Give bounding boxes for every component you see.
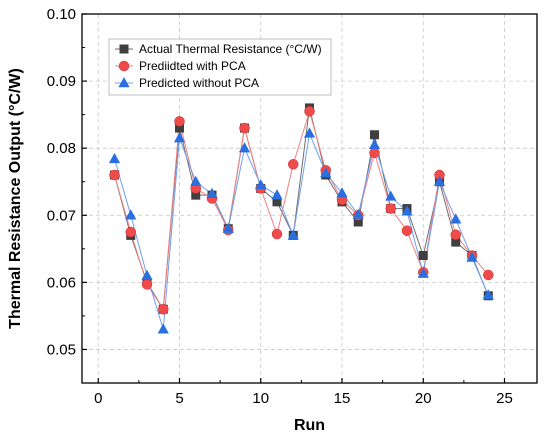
- y-tick-label: 0.08: [47, 140, 76, 157]
- x-tick-label: 0: [94, 390, 102, 407]
- data-point-square: [175, 123, 184, 133]
- data-point-square: [451, 237, 461, 247]
- data-point-triangle: [238, 142, 251, 153]
- data-point-triangle: [108, 152, 121, 164]
- legend-box: [108, 38, 332, 96]
- x-axis-title: Run: [294, 417, 325, 434]
- legend-symbol: [118, 77, 130, 88]
- plot-frame: [81, 13, 538, 384]
- x-tick-label: 10: [252, 390, 269, 407]
- data-point-triangle: [417, 267, 429, 278]
- data-point-circle: [385, 203, 396, 214]
- data-point-triangle: [173, 132, 186, 143]
- x-axis-ticks: 0 5 10 15 20 25: [94, 378, 513, 407]
- data-point-circle: [158, 303, 169, 315]
- legend-symbol: [119, 44, 129, 54]
- data-point-circle: [369, 147, 380, 159]
- data-point-triangle: [401, 205, 413, 216]
- data-point-circle: [125, 226, 136, 238]
- data-point-circle: [401, 225, 413, 236]
- data-point-triangle: [303, 127, 316, 138]
- legend-label-pca: Prediidted with PCA: [139, 59, 246, 73]
- data-point-circle: [109, 169, 120, 181]
- data-point-triangle: [385, 190, 397, 201]
- data-point-square: [418, 251, 428, 261]
- legend: Actual Thermal Resistance (°C/W) Prediid…: [108, 38, 332, 96]
- data-point-triangle: [255, 179, 267, 190]
- legend-symbol: [118, 60, 130, 72]
- data-point-circle: [174, 116, 185, 127]
- data-point-square: [191, 190, 201, 200]
- x-tick-label: 15: [334, 390, 351, 407]
- data-point-circle: [141, 279, 153, 290]
- series-line-circle: [114, 109, 489, 311]
- y-tick-label: 0.10: [47, 6, 76, 23]
- data-point-triangle: [157, 323, 169, 334]
- x-tick-label: 5: [175, 390, 183, 407]
- y-axis-title: Thermal Resistance Output (°C/W): [7, 68, 24, 329]
- data-point-triangle: [190, 175, 202, 186]
- x-tick-label: 20: [415, 390, 432, 407]
- data-point-triangle: [320, 167, 332, 178]
- legend-marker-circle: [115, 60, 133, 72]
- legend-marker-triangle: [115, 77, 133, 88]
- data-point-square: [353, 217, 363, 227]
- data-point-square: [370, 130, 379, 140]
- data-point-circle: [450, 229, 461, 240]
- data-point-circle: [288, 159, 299, 170]
- legend-entry-pca: Prediidted with PCA: [115, 59, 246, 73]
- data-point-circle: [271, 228, 283, 240]
- y-tick-label: 0.06: [47, 274, 76, 291]
- data-point-square: [272, 197, 282, 207]
- legend-label-actual: Actual Thermal Resistance (°C/W): [139, 42, 322, 56]
- data-point-triangle: [271, 189, 283, 200]
- legend-entry-no-pca: Predicted without PCA: [115, 76, 259, 90]
- x-tick-label: 25: [496, 390, 513, 407]
- data-point-triangle: [125, 209, 137, 220]
- data-point-circle: [239, 122, 250, 134]
- data-point-triangle: [450, 213, 462, 224]
- data-point-triangle: [466, 251, 478, 262]
- y-axis-ticks: 0.05 0.06 0.07 0.08 0.09 0.10: [47, 6, 87, 358]
- y-tick-label: 0.07: [47, 207, 76, 224]
- data-point-triangle: [206, 187, 218, 199]
- data-point-circle: [304, 106, 315, 117]
- data-point-triangle: [336, 187, 348, 198]
- data-point-triangle: [482, 289, 494, 300]
- data-point-triangle: [141, 269, 153, 280]
- series-markers: [108, 103, 494, 334]
- data-point-triangle: [222, 222, 234, 233]
- data-point-circle: [483, 269, 494, 281]
- series-lines: [114, 107, 489, 330]
- legend-label-no-pca: Predicted without PCA: [139, 76, 259, 90]
- data-point-triangle: [368, 138, 381, 150]
- data-point-triangle: [287, 229, 299, 240]
- data-point-triangle: [433, 175, 446, 186]
- legend-marker-square: [115, 44, 133, 54]
- y-tick-label: 0.05: [47, 341, 76, 358]
- legend-entry-actual: Actual Thermal Resistance (°C/W): [115, 42, 322, 56]
- data-point-triangle: [352, 208, 364, 219]
- y-tick-label: 0.09: [47, 73, 76, 90]
